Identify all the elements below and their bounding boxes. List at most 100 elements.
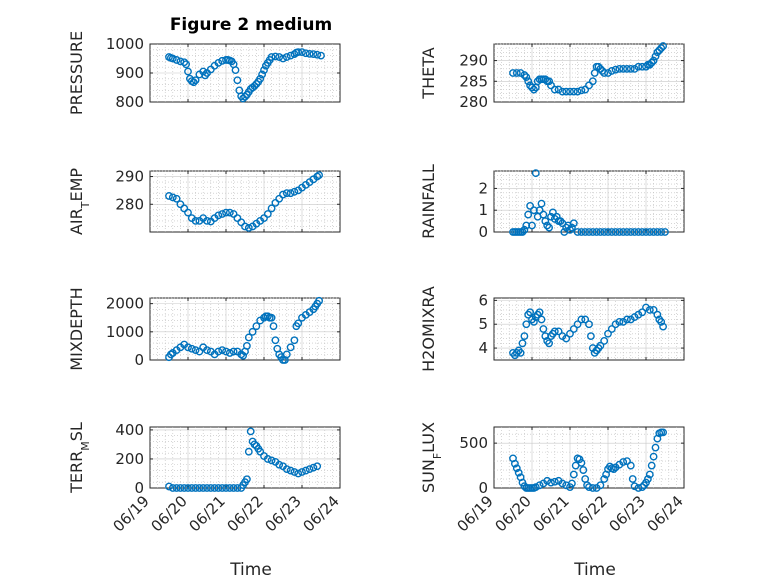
data-point <box>260 66 268 75</box>
data-point <box>522 221 531 230</box>
data-point <box>520 225 529 234</box>
data-point <box>592 228 601 236</box>
data-point <box>309 50 318 59</box>
data-point <box>537 315 546 324</box>
data-point <box>609 465 618 474</box>
data-point <box>250 82 259 90</box>
data-point <box>550 477 559 486</box>
data-point <box>172 56 181 64</box>
data-point <box>531 169 540 178</box>
y-axis-label: THETA <box>419 47 438 99</box>
data-point <box>184 208 192 217</box>
y-axis-label: H2OMIXRA <box>419 286 438 372</box>
data-point <box>644 475 652 483</box>
data-point <box>615 228 624 236</box>
data-point <box>528 221 536 230</box>
data-point <box>313 50 322 59</box>
subplot-rainfall: 0 1 2 RAINFALL <box>419 164 685 241</box>
data-point <box>282 350 291 359</box>
data-point <box>305 465 314 474</box>
y-tick-label: 280 <box>115 195 144 213</box>
data-point <box>569 219 578 228</box>
data-point <box>619 458 628 466</box>
data-point <box>315 296 323 305</box>
x-axis-label-left: Time <box>229 560 272 580</box>
data-point <box>619 228 628 236</box>
data-point <box>649 228 658 236</box>
data-point <box>628 475 637 483</box>
data-point <box>573 87 582 96</box>
data-point <box>600 475 609 483</box>
data-point <box>210 484 219 492</box>
data-point <box>600 228 609 236</box>
data-point <box>562 334 571 343</box>
data-point <box>581 85 590 94</box>
data-point <box>282 465 291 474</box>
data-point <box>290 468 299 476</box>
data-point <box>645 228 654 236</box>
data-point <box>573 228 582 236</box>
data-point <box>645 60 654 69</box>
data-point <box>619 64 628 73</box>
data-point <box>286 343 295 352</box>
data-point <box>638 483 647 492</box>
data-point <box>558 87 567 96</box>
data-point <box>176 200 185 209</box>
data-point <box>569 470 578 479</box>
data-point <box>189 78 198 87</box>
data-point <box>313 172 322 181</box>
data-point <box>271 198 280 207</box>
data-point <box>229 210 238 218</box>
data-point <box>165 192 173 200</box>
data-point <box>184 67 192 76</box>
x-tick-label: 06/21 <box>186 492 229 535</box>
data-point <box>537 199 546 208</box>
data-point <box>545 223 553 232</box>
data-point <box>638 228 647 236</box>
data-point <box>539 325 548 333</box>
data-point <box>305 49 314 58</box>
y-axis-label: AIRTEMP <box>67 168 92 235</box>
data-point <box>651 443 660 452</box>
data-point <box>218 210 227 218</box>
y-tick-label: 1000 <box>106 35 144 53</box>
data-point <box>579 466 588 474</box>
data-point <box>267 53 276 61</box>
data-point <box>267 456 276 465</box>
x-tick-label: 06/19 <box>110 492 153 535</box>
data-point <box>642 228 650 236</box>
y-tick-label: 1000 <box>106 323 144 341</box>
data-point <box>587 332 595 341</box>
data-point <box>199 67 208 76</box>
data-point <box>260 214 268 223</box>
data-point <box>600 69 609 77</box>
y-tick-label: 6 <box>478 291 488 309</box>
y-tick-label: 5 <box>478 315 488 333</box>
data-point <box>607 67 616 75</box>
data-point <box>623 315 631 324</box>
data-point <box>275 53 284 61</box>
data-point <box>573 320 582 329</box>
data-point <box>279 54 287 63</box>
data-point <box>168 54 177 63</box>
data-point <box>191 346 200 355</box>
x-tick-label: 06/19 <box>454 492 497 535</box>
data-point <box>184 343 192 352</box>
data-point <box>315 171 323 180</box>
y-tick-label: 285 <box>459 72 488 90</box>
data-point <box>645 470 654 479</box>
data-point <box>203 484 211 492</box>
data-point <box>214 347 223 356</box>
subplot-air-temp: 280 290 AIRTEMP <box>67 168 341 235</box>
data-point <box>172 484 181 492</box>
data-point <box>577 458 586 467</box>
data-point <box>225 484 234 492</box>
data-point <box>541 332 550 341</box>
data-point <box>267 313 276 322</box>
data-point <box>562 87 571 96</box>
x-tick-label: 06/23 <box>606 492 649 535</box>
data-point <box>528 83 536 92</box>
data-point <box>659 322 667 331</box>
y-axis-label: SUNFLUX <box>419 422 444 493</box>
